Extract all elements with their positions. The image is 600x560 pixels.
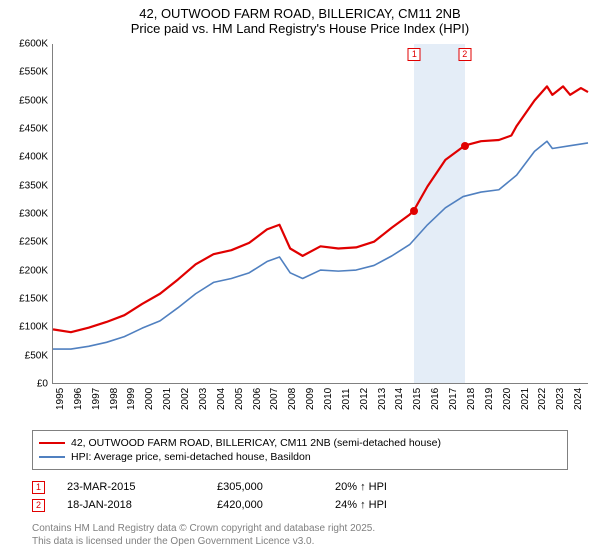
x-tick-label: 2023 [555,388,566,410]
sales-diff: 24% ↑ HPI [335,499,387,511]
y-tick-label: £0 [37,379,48,390]
sales-date: 18-JAN-2018 [67,499,217,511]
legend: 42, OUTWOOD FARM ROAD, BILLERICAY, CM11 … [32,430,568,470]
footer: Contains HM Land Registry data © Crown c… [32,522,375,548]
sales-price: £420,000 [217,499,335,511]
line-layer [53,44,588,383]
x-tick-label: 2016 [430,388,441,410]
x-tick-label: 2012 [359,388,370,410]
x-tick-label: 2005 [234,388,245,410]
x-tick-label: 1998 [109,388,120,410]
x-tick-label: 1995 [55,388,66,410]
x-tick-label: 2006 [252,388,263,410]
legend-swatch [39,456,65,458]
x-tick-label: 2018 [466,388,477,410]
title-block: 42, OUTWOOD FARM ROAD, BILLERICAY, CM11 … [0,0,600,36]
y-tick-label: £400K [19,152,48,163]
x-tick-label: 2015 [412,388,423,410]
legend-item: HPI: Average price, semi-detached house,… [39,451,561,463]
x-tick-label: 2007 [269,388,280,410]
sale-marker-dot [461,142,469,150]
x-tick-label: 2001 [162,388,173,410]
x-tick-label: 2009 [305,388,316,410]
legend-swatch [39,442,65,444]
sales-date: 23-MAR-2015 [67,481,217,493]
x-tick-label: 2000 [144,388,155,410]
x-tick-label: 2002 [180,388,191,410]
x-tick-label: 2021 [520,388,531,410]
sales-marker-icon: 1 [32,481,45,494]
sale-marker-dot [410,207,418,215]
sales-row: 2 18-JAN-2018£420,00024% ↑ HPI [32,496,387,514]
x-tick-label: 2010 [323,388,334,410]
sale-marker-label: 2 [458,48,471,61]
y-tick-label: £350K [19,180,48,191]
sales-table: 1 23-MAR-2015£305,00020% ↑ HPI 2 18-JAN-201… [32,478,387,514]
y-tick-label: £600K [19,39,48,50]
series-line-price_paid [53,86,588,332]
sale-marker-label: 1 [408,48,421,61]
x-tick-label: 1997 [91,388,102,410]
x-tick-label: 2022 [537,388,548,410]
x-tick-label: 2019 [484,388,495,410]
chart-area: £0 £50K £100K £150K £200K £250K £300K £350K £400… [8,44,592,412]
sales-price: £305,000 [217,481,335,493]
x-tick-label: 2024 [573,388,584,410]
y-tick-label: £150K [19,294,48,305]
y-tick-label: £100K [19,322,48,333]
x-tick-label: 2020 [502,388,513,410]
y-tick-label: £550K [19,67,48,78]
series-line-hpi [53,141,588,349]
title-line1: 42, OUTWOOD FARM ROAD, BILLERICAY, CM11 … [0,6,600,21]
x-tick-label: 2004 [216,388,227,410]
title-line2: Price paid vs. HM Land Registry's House … [0,21,600,36]
legend-item: 42, OUTWOOD FARM ROAD, BILLERICAY, CM11 … [39,437,561,449]
x-tick-label: 2013 [377,388,388,410]
footer-line2: This data is licensed under the Open Gov… [32,535,375,548]
x-tick-label: 2003 [198,388,209,410]
plot-area: 12 [52,44,588,384]
sales-marker-icon: 2 [32,499,45,512]
chart-container: 42, OUTWOOD FARM ROAD, BILLERICAY, CM11 … [0,0,600,560]
y-axis: £0£50K£100K£150K£200K£250K£300K£350K£400… [8,44,52,384]
x-tick-label: 2014 [394,388,405,410]
x-tick-label: 1996 [73,388,84,410]
x-axis: 1995 1996 1997 1998 1999 2000 2001 2002 2003 2004… [52,384,588,412]
y-tick-label: £200K [19,265,48,276]
x-tick-label: 2008 [287,388,298,410]
x-tick-label: 2011 [341,388,352,410]
sales-diff: 20% ↑ HPI [335,481,387,493]
footer-line1: Contains HM Land Registry data © Crown c… [32,522,375,535]
x-tick-label: 2017 [448,388,459,410]
legend-label: HPI: Average price, semi-detached house,… [71,451,311,463]
y-tick-label: £250K [19,237,48,248]
y-tick-label: £300K [19,209,48,220]
sales-row: 1 23-MAR-2015£305,00020% ↑ HPI [32,478,387,496]
x-tick-label: 1999 [126,388,137,410]
y-tick-label: £450K [19,124,48,135]
y-tick-label: £500K [19,95,48,106]
legend-label: 42, OUTWOOD FARM ROAD, BILLERICAY, CM11 … [71,437,441,449]
y-tick-label: £50K [25,350,48,361]
